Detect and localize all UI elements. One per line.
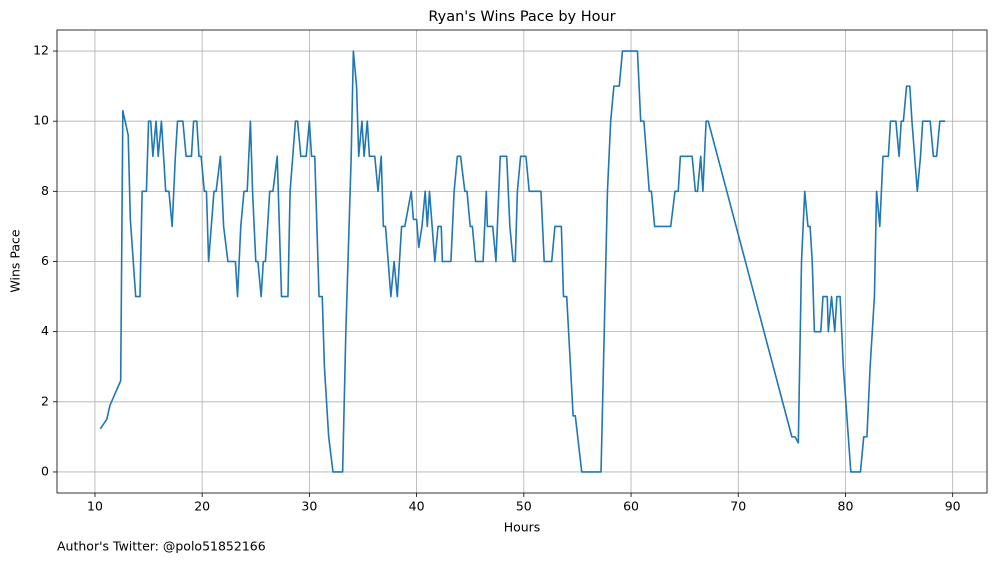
grid-layer bbox=[57, 30, 987, 493]
x-tick-label: 30 bbox=[301, 499, 317, 514]
x-tick-label: 70 bbox=[730, 499, 746, 514]
y-tick-label: 0 bbox=[41, 463, 49, 478]
chart-title: Ryan's Wins Pace by Hour bbox=[428, 9, 615, 25]
x-tick-label: 60 bbox=[623, 499, 639, 514]
y-axis-label: Wins Pace bbox=[8, 229, 23, 292]
x-tick-label: 80 bbox=[838, 499, 854, 514]
y-tick-label: 6 bbox=[41, 253, 49, 268]
y-tick-label: 4 bbox=[41, 323, 49, 338]
y-tick-label: 10 bbox=[33, 113, 49, 128]
annotation: Author's Twitter: @polo51852166 bbox=[57, 539, 266, 554]
y-tick-label: 12 bbox=[33, 43, 49, 58]
x-tick-label: 90 bbox=[945, 499, 961, 514]
x-tick-label: 50 bbox=[516, 499, 532, 514]
x-axis-label: Hours bbox=[504, 520, 541, 535]
x-tick-label: 20 bbox=[194, 499, 210, 514]
x-tick-label: 10 bbox=[87, 499, 103, 514]
y-tick-label: 2 bbox=[41, 393, 49, 408]
x-tick-label: 40 bbox=[409, 499, 425, 514]
y-tick-label: 8 bbox=[41, 183, 49, 198]
data-line bbox=[99, 50, 946, 473]
line-layer bbox=[99, 50, 946, 473]
